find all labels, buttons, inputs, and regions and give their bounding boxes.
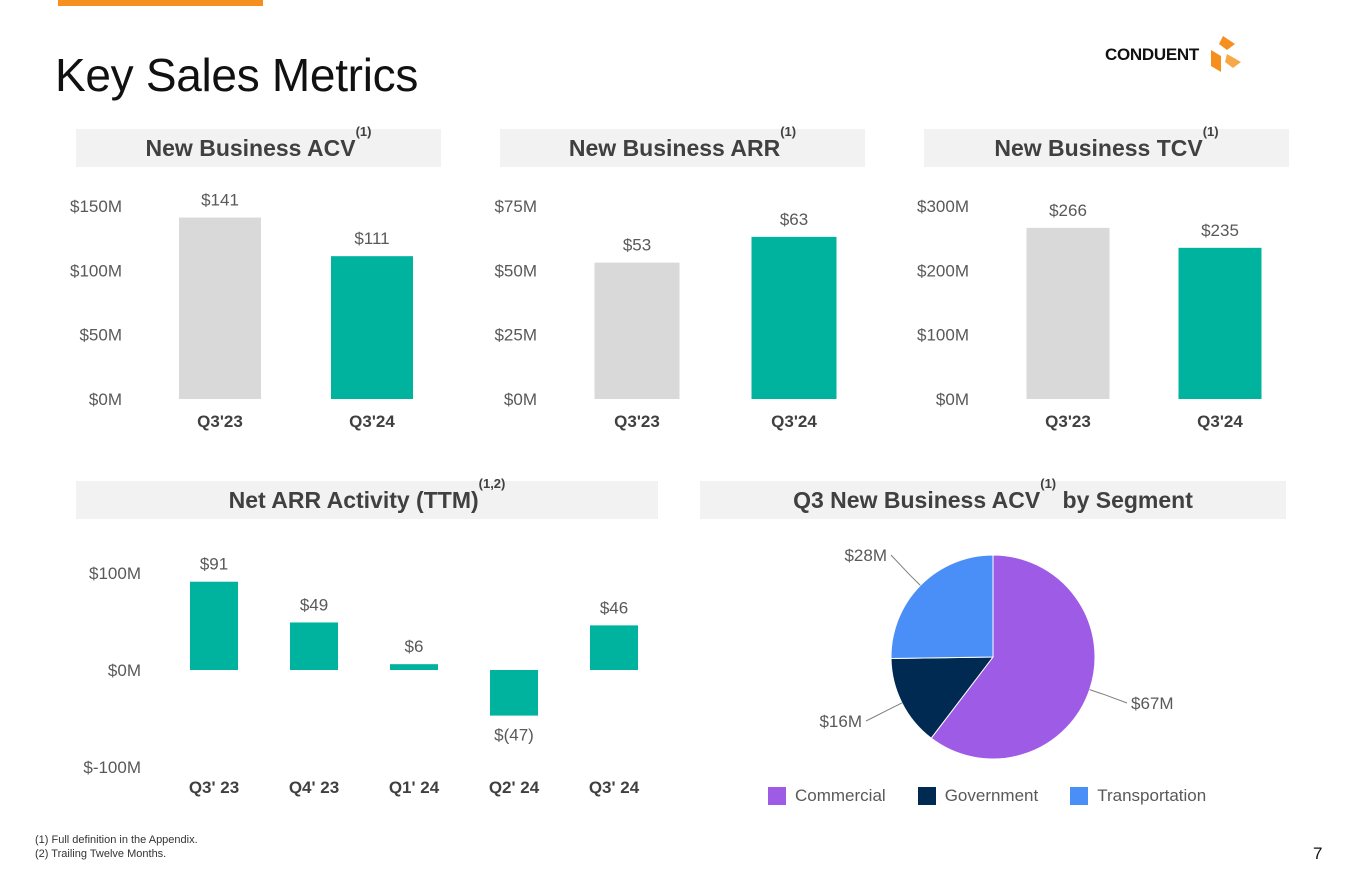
acv-category-label: Q3'23 (197, 412, 243, 431)
acv-ytick-label: $100M (70, 261, 122, 280)
arr-title-text: New Business ARR (568, 135, 781, 161)
segment-title-sup: (1) (1040, 476, 1057, 491)
conduent-logo-icon (1210, 36, 1241, 72)
conduent-logo: CONDUENT (1105, 34, 1247, 76)
net-ytick-label: $-100M (83, 758, 141, 777)
footnotes: (1) Full definition in the Appendix. (2)… (35, 833, 198, 861)
arr-category-label: Q3'24 (771, 412, 817, 431)
arr-ytick-label: $0M (504, 390, 537, 409)
arr-data-label: $53 (623, 236, 651, 255)
net-data-label: $91 (200, 555, 228, 574)
footnote-1: (1) Full definition in the Appendix. (35, 834, 198, 846)
net-data-label: $49 (300, 595, 328, 614)
net-ytick-label: $0M (108, 661, 141, 680)
legend-item-commercial: Commercial (768, 786, 886, 806)
net-category-label: Q4' 23 (289, 778, 339, 797)
legend-swatch-commercial (768, 787, 786, 805)
page-title: Key Sales Metrics (55, 49, 419, 101)
tcv-category-label: Q3'24 (1197, 412, 1243, 431)
tcv-data-label: $235 (1201, 221, 1239, 240)
legend-item-transportation: Transportation (1070, 786, 1206, 806)
tcv-ytick-label: $200M (917, 261, 969, 280)
net-category-label: Q2' 24 (489, 778, 540, 797)
logo-text: CONDUENT (1105, 45, 1199, 64)
segment-title-pre: Q3 New Business ACV (793, 487, 1041, 513)
arr-title-sup: (1) (780, 124, 797, 139)
acv-bar (179, 217, 261, 399)
tcv-ytick-label: $300M (917, 197, 969, 216)
acv-data-label: $141 (201, 191, 239, 210)
tcv-title-text: New Business TCV (994, 135, 1203, 161)
arr-bar (594, 262, 680, 399)
acv-bar (331, 256, 413, 399)
legend-label-government: Government (944, 786, 1039, 805)
tcv-panel-title: New Business TCV(1) (924, 125, 1289, 167)
segment-pie-leader-line (865, 702, 903, 722)
segment-pie-slice-government (890, 656, 995, 739)
tcv-data-label: $266 (1049, 201, 1087, 220)
net-bar (590, 625, 638, 670)
tcv-ytick-label: $100M (917, 326, 969, 345)
page-number: 7 (1313, 844, 1323, 863)
segment-pie-data-label: $28M (844, 546, 887, 565)
net-data-label: $6 (405, 637, 424, 656)
net-category-label: Q1' 24 (389, 778, 440, 797)
legend-swatch-government (917, 787, 936, 805)
legend-label-commercial: Commercial (795, 786, 886, 805)
footnote-2: (2) Trailing Twelve Months. (35, 848, 167, 860)
arr-bar (751, 236, 837, 399)
arr-panel-title: New Business ARR(1) (500, 125, 865, 167)
segment-title-post: by Segment (1056, 487, 1193, 513)
segment-pie-data-label: $67M (1131, 694, 1174, 713)
segment-pie-leader-line (890, 554, 921, 586)
net-arr-title-sup: (1,2) (478, 476, 506, 491)
net-category-label: Q3' 24 (589, 778, 640, 797)
acv-ytick-label: $50M (79, 326, 122, 345)
acv-ytick-label: $0M (89, 390, 122, 409)
net-bar (390, 664, 438, 670)
legend-label-transportation: Transportation (1097, 786, 1207, 805)
acv-panel-title: New Business ACV(1) (76, 125, 441, 167)
legend-item-government: Government (917, 786, 1039, 806)
segment-pie-leader-line (1089, 689, 1128, 704)
arr-ytick-label: $25M (494, 326, 537, 345)
arr-data-label: $63 (780, 210, 808, 229)
top-accent-bar (58, 0, 263, 6)
net-ytick-label: $100M (89, 564, 141, 583)
tcv-bar (1178, 247, 1262, 399)
net-bar (490, 670, 538, 716)
net-data-label: $(47) (494, 726, 534, 745)
tcv-bar (1026, 227, 1110, 399)
acv-data-label: $111 (354, 229, 389, 248)
acv-category-label: Q3'24 (349, 412, 395, 431)
segment-legend: Commercial Government Transportation (768, 786, 1238, 806)
arr-ytick-label: $50M (494, 261, 537, 280)
tcv-category-label: Q3'23 (1045, 412, 1091, 431)
tcv-title-sup: (1) (1202, 124, 1219, 139)
arr-category-label: Q3'23 (614, 412, 660, 431)
acv-title-sup: (1) (355, 124, 372, 139)
segment-pie-data-label: $16M (819, 712, 862, 731)
tcv-ytick-label: $0M (936, 390, 969, 409)
legend-swatch-transportation (1070, 787, 1089, 805)
net-arr-title-text: Net ARR Activity (TTM) (228, 487, 479, 513)
acv-title-text: New Business ACV (145, 135, 356, 161)
arr-ytick-label: $75M (494, 197, 537, 216)
acv-ytick-label: $150M (70, 197, 122, 216)
net-data-label: $46 (600, 598, 628, 617)
net-category-label: Q3' 23 (189, 778, 239, 797)
net-bar (290, 622, 338, 670)
net-arr-panel-title: Net ARR Activity (TTM)(1,2) (76, 477, 658, 519)
net-bar (190, 581, 238, 670)
segment-panel-title: Q3 New Business ACV(1) by Segment (700, 477, 1286, 519)
